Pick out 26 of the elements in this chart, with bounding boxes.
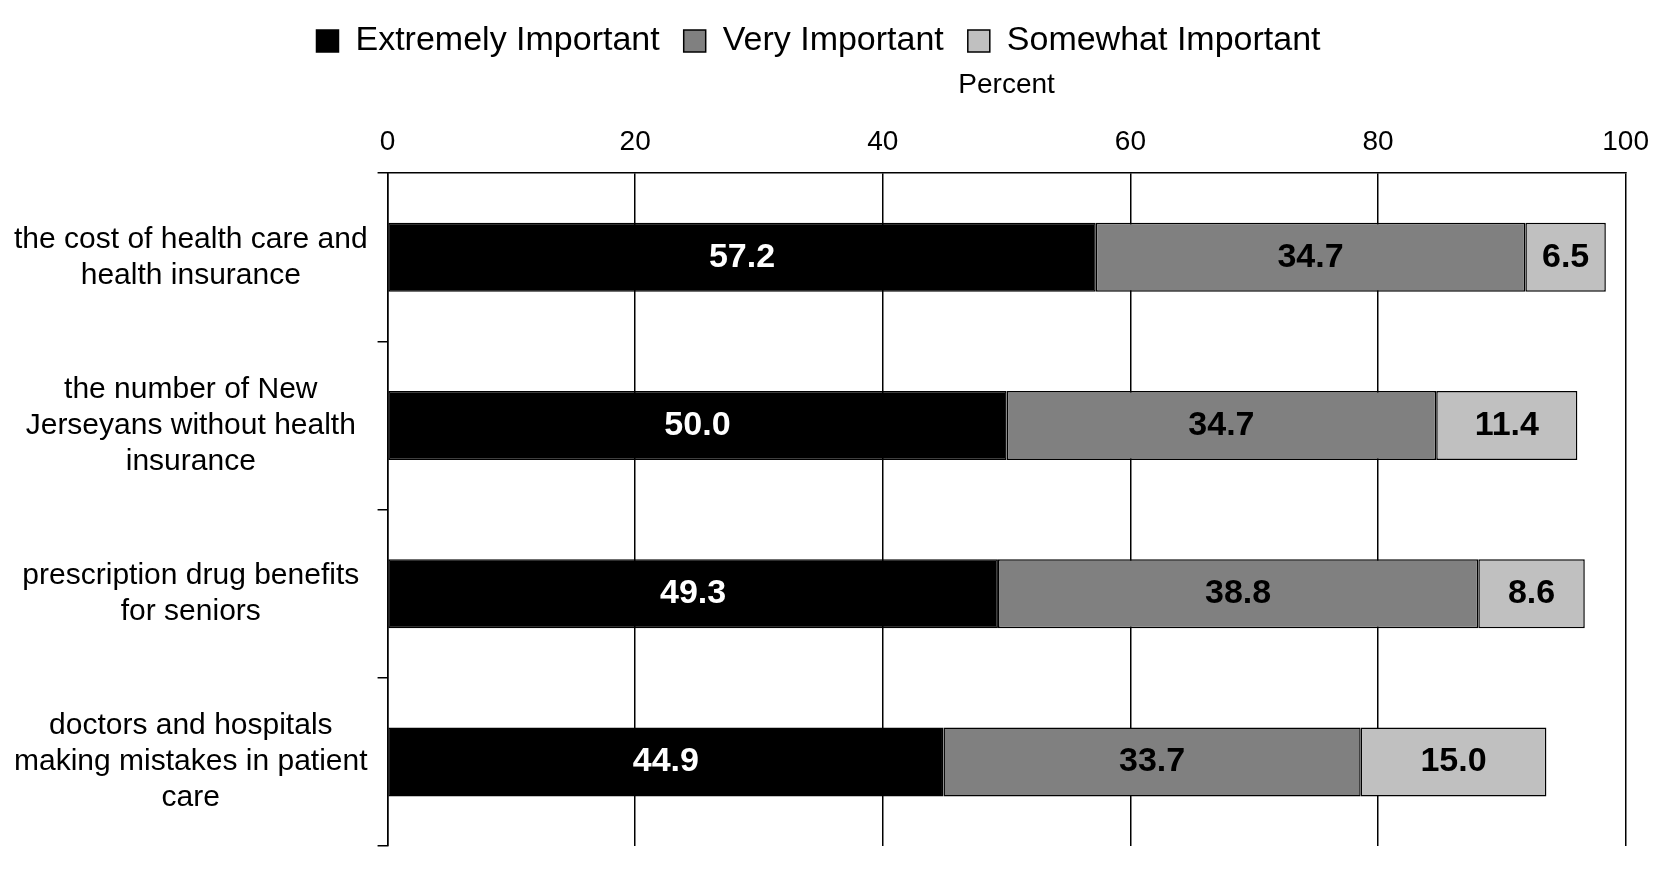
data-label: 57.2 [708,235,776,274]
x-tick-label: 20 [619,125,651,157]
y-tick-label: doctors and hospitals making mistakes in patient care [14,707,369,813]
x-tick-label: 0 [379,125,396,157]
data-label: 34.7 [1277,235,1344,274]
data-label: 50.0 [664,403,731,442]
data-label: 8.6 [1507,572,1556,611]
data-label: 44.9 [632,740,699,779]
legend-label: Very Important [722,19,945,58]
y-tick-label: prescription drug benefits for seniors [22,556,360,626]
data-label: 11.4 [1474,403,1540,442]
x-tick-label: 80 [1362,125,1394,157]
x-axis-title: Percent [958,67,1056,99]
x-tick-label: 40 [867,125,899,157]
legend-label: Extremely Important [355,19,661,58]
y-tick-label: the number of New Jerseyans without health insurance [25,370,356,476]
legend-label: Somewhat Important [1006,19,1322,58]
data-label: 6.5 [1541,235,1590,274]
data-label: 15.0 [1420,740,1487,779]
x-tick-label: 100 [1602,125,1649,157]
y-tick-label: the cost of health care and health insurance [14,220,368,290]
data-label: 33.7 [1118,740,1186,779]
data-label: 49.3 [660,572,727,611]
data-label: 38.8 [1205,572,1272,611]
data-label: 34.7 [1188,403,1255,442]
x-tick-label: 60 [1114,125,1146,157]
